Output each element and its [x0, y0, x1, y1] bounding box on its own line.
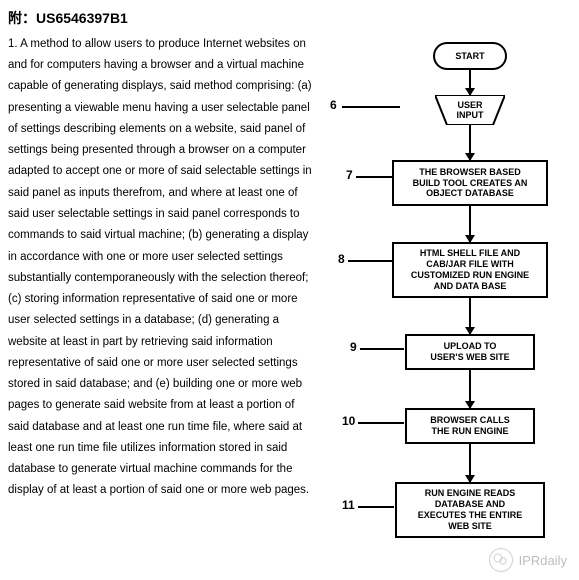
flow-step-number: 11: [342, 498, 355, 512]
flow-step-leader: [358, 506, 394, 508]
watermark-text: IPRdaily: [519, 553, 567, 568]
flow-arrow: [469, 370, 471, 408]
flow-node-build: THE BROWSER BASEDBUILD TOOL CREATES ANOB…: [392, 160, 548, 206]
flow-step-number: 6: [330, 98, 337, 112]
flowchart-column: START USERINPUT 6 THE BROWSER BASEDBUILD TO…: [320, 0, 579, 580]
flowchart: START USERINPUT 6 THE BROWSER BASEDBUILD TO…: [320, 20, 579, 580]
flow-node-input: USERINPUT: [435, 95, 505, 125]
flow-arrow: [469, 125, 471, 160]
flow-node-run: RUN ENGINE READSDATABASE ANDEXECUTES THE…: [395, 482, 545, 538]
flow-step-leader: [342, 106, 400, 108]
flow-node-label: USERINPUT: [457, 100, 484, 120]
flow-arrow: [469, 206, 471, 242]
flow-step-number: 8: [338, 252, 345, 266]
watermark: IPRdaily: [489, 548, 567, 572]
flow-step-leader: [358, 422, 404, 424]
flow-node-calls: BROWSER CALLSTHE RUN ENGINE: [405, 408, 535, 444]
flow-step-leader: [348, 260, 392, 262]
flow-arrow: [469, 70, 471, 95]
flow-arrow: [469, 444, 471, 482]
claim-body: 1. A method to allow users to produce In…: [8, 34, 312, 502]
wechat-icon: [489, 548, 513, 572]
claim-text-column: 附：US6546397B1 1. A method to allow users…: [0, 0, 320, 580]
flow-step-number: 7: [346, 168, 353, 182]
flow-step-number: 9: [350, 340, 357, 354]
patent-header: 附：US6546397B1: [8, 6, 312, 32]
flow-arrow: [469, 298, 471, 334]
flow-step-leader: [356, 176, 392, 178]
flow-node-upload: UPLOAD TOUSER'S WEB SITE: [405, 334, 535, 370]
flow-node-start: START: [433, 42, 507, 70]
flow-step-number: 10: [342, 414, 355, 428]
flow-node-shell: HTML SHELL FILE ANDCAB/JAR FILE WITHCUST…: [392, 242, 548, 298]
flow-step-leader: [360, 348, 404, 350]
